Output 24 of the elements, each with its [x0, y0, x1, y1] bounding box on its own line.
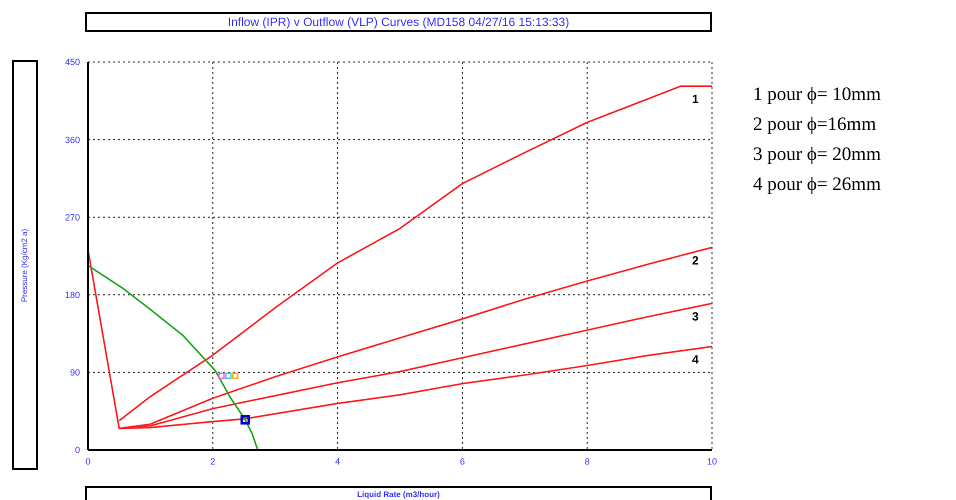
x-tick-label: 0 [85, 456, 91, 466]
y-tick-label: 180 [64, 290, 80, 300]
y-tick-label: 0 [74, 445, 80, 456]
line-series [88, 264, 259, 450]
x-tick-label: 4 [335, 456, 340, 466]
series-label: 1 [692, 92, 699, 106]
y-tick-label: 270 [64, 212, 80, 222]
x-tick-label: 6 [460, 456, 465, 466]
x-axis-title: Liquid Rate (m3/hour) [85, 486, 712, 500]
text: 4 pour ϕ= 26mm [753, 173, 881, 197]
text: 1 pour ϕ= 10mm [753, 83, 881, 107]
x-tick-label: 2 [210, 456, 216, 466]
chart-title: Inflow (IPR) v Outflow (VLP) Curves (MD158 04/27/16 15:13:33) [85, 12, 712, 32]
y-tick-label: 360 [64, 134, 80, 145]
x-tick-label: 10 [706, 456, 718, 466]
y-tick-label: 450 [64, 57, 80, 68]
y-tick-label: 90 [70, 368, 80, 378]
text: 3 pour ϕ= 20mm [753, 143, 881, 167]
series-label: 2 [692, 253, 699, 268]
text: 2 pour ϕ=16mm [753, 113, 878, 137]
series-label: 3 [692, 309, 699, 324]
series-label: 4 [692, 352, 699, 367]
x-tick-label: 8 [584, 456, 590, 466]
y-axis-title: Pressure (Kg/cm2 a) [20, 228, 30, 302]
